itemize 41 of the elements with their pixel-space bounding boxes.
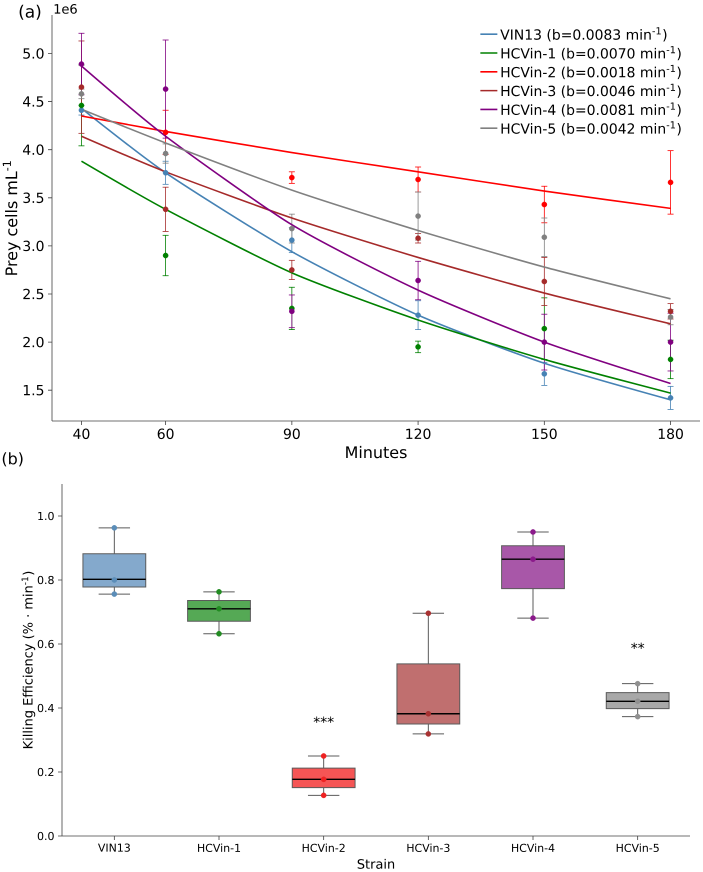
x-axis-title: Minutes — [346, 446, 407, 458]
text: (a) — [20, 4, 40, 20]
y-tick-label: 0.6 — [38, 640, 54, 648]
x-tick-label: VIN13 — [98, 844, 130, 852]
y-tick-label: 1.5 — [24, 385, 44, 396]
x-tick-label: HCVin-3 — [407, 844, 450, 852]
legend-label: HCVin-5 (b=0.0042 min$^{-1}$) — [502, 121, 681, 136]
x-tick-label: HCVin-4 — [512, 844, 554, 852]
y-axis-title: Killing Efficiency (% · min$^{-1}$) — [22, 572, 36, 748]
x-tick-label: 180 — [658, 428, 683, 440]
y-tick-label: 0.0 — [38, 832, 54, 840]
x-tick-label: HCVin-2 — [302, 844, 345, 852]
legend-label: HCVin-1 (b=0.0070 min$^{-1}$) — [502, 46, 681, 60]
y-tick-label: 2.0 — [23, 336, 44, 348]
y-tick-label: 3.0 — [23, 240, 44, 252]
legend-label: VIN13 (b=0.0083 min$^{-1}$) — [500, 27, 666, 42]
text: 1e6 — [54, 4, 77, 14]
x-tick-label: HCVin-5 — [616, 844, 659, 852]
y-axis-title: Prey cells mL$^{-1}$ — [2, 161, 20, 275]
y-tick-label: 2.5 — [23, 288, 44, 300]
y-tick-label: 4.0 — [22, 144, 44, 155]
y-tick-label: 0.4 — [38, 704, 54, 712]
x-tick-label: 60 — [158, 428, 174, 440]
annotation: ** — [631, 642, 644, 649]
y-tick-label: 0.2 — [38, 768, 54, 776]
annotation: *** — [314, 716, 334, 723]
x-tick-label: HCVin-1 — [198, 844, 240, 852]
legend-label: HCVin-2 (b=0.0018 min$^{-1}$) — [502, 64, 681, 80]
y-tick-label: 0.8 — [38, 576, 54, 584]
x-tick-label: 40 — [73, 428, 90, 440]
x-tick-label: 90 — [284, 428, 300, 440]
x-tick-label: 120 — [406, 428, 430, 440]
text: (b) — [2, 452, 23, 466]
y-tick-label: 3.5 — [23, 192, 44, 204]
legend-label: HCVin-4 (b=0.0081 min$^{-1}$) — [502, 102, 681, 117]
x-tick-label: 150 — [532, 428, 557, 440]
legend-label: HCVin-3 (b=0.0046 min$^{-1}$) — [502, 84, 681, 98]
x-axis-title: Strain — [358, 858, 394, 869]
y-tick-label: 1.0 — [38, 512, 54, 520]
y-tick-label: 5.0 — [23, 48, 44, 59]
y-tick-label: 4.5 — [22, 96, 44, 107]
